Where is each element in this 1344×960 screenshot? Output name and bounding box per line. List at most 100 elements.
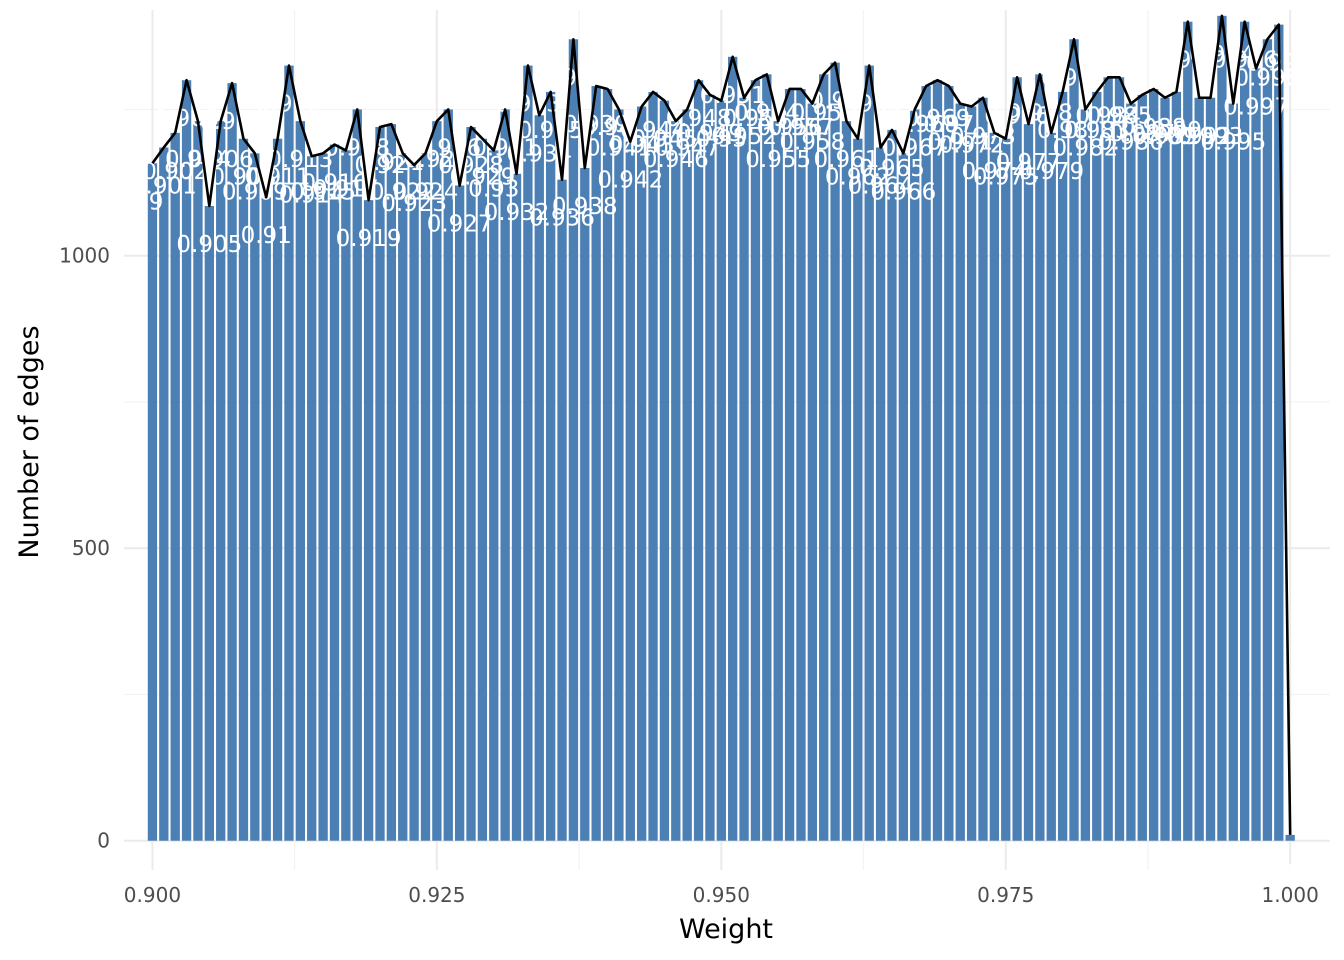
histogram-bar [1160,97,1170,841]
y-axis-ticks: 0 500 1000 [59,244,110,853]
x-tick-label: 1.000 [1262,883,1319,907]
bar-value-label: 0.988 [1121,115,1187,141]
histogram-bar [864,65,874,841]
histogram-bar [591,86,601,841]
histogram-bar [807,103,817,841]
bar-value-label: 0.983 [1064,118,1130,144]
bar-value-label: 0.958 [779,130,845,156]
histogram-bar [363,200,374,841]
bar-value-label: 0.95 [696,127,747,153]
bar-value-label: 0.952 [711,124,777,150]
bar-value-label: 0.985 [1087,103,1153,129]
histogram-bar [1183,21,1193,841]
bar-value-label: 0.907 [199,109,265,135]
bar-value-label: 0.955 [745,147,811,173]
histogram-bar [1012,77,1022,841]
bars-layer [147,15,1295,841]
bar-value-label: 0.947 [654,135,720,161]
histogram-bar [887,129,897,841]
histogram-bar [443,109,453,841]
histogram-bar [784,88,795,841]
bar-value-label: 0.945 [631,127,697,153]
histogram-bar [409,165,419,841]
histogram-bar [921,86,931,841]
histogram-bar [955,103,965,841]
bar-value-label: 0.928 [438,153,504,179]
bar-value-label: 0.972 [939,133,1005,159]
histogram-bar [170,132,180,841]
bar-value-label: 0.965 [859,156,925,182]
bar-value-label: 0.964 [848,173,914,199]
histogram-bar [739,97,749,841]
bar-value-label: 0.949 [677,121,743,147]
histogram-bar [238,138,249,841]
histogram-bar [932,80,943,841]
bar-value-label: 0.909 [222,179,288,205]
histogram-bar [398,153,408,841]
histogram-bar [466,127,476,841]
bar-value-label: 0.995 [1200,130,1266,156]
bar-value-label: 0.906 [188,147,254,173]
histogram-bar [375,127,385,841]
bar-value-label: 0.993 [1178,124,1244,150]
histogram-bar [545,91,556,841]
histogram-bar [250,153,260,841]
bar-value-label: 0.941 [586,135,652,161]
y-tick-label: 0 [97,829,110,853]
histogram-bar [989,132,1000,841]
histogram-bar [1069,39,1079,841]
bar-value-label: 0.956 [757,115,823,141]
bar-value-label: 0.97 [923,112,974,138]
bar-value-label: 0.968 [893,112,959,138]
bar-value-label: 0.903 [154,106,220,132]
histogram-bar [216,121,226,841]
y-tick-label: 500 [72,536,110,560]
x-tick-label: 0.900 [124,883,181,907]
histogram-bar [386,124,397,841]
bar-value-label: 0.987 [1109,121,1175,147]
bar-value-label: 0.938 [552,194,618,220]
bar-value-label: 0.901 [131,173,197,199]
histogram-bar [648,91,658,841]
histogram-bar [1137,94,1147,841]
bar-value-label: 0.986 [1098,130,1164,156]
bar-value-label: 0.98 [1037,118,1088,144]
histogram-bar [227,83,237,841]
histogram-bar [341,150,351,841]
bar-value-label: 0.913 [267,147,333,173]
bar-value-label: 0.971 [927,130,993,156]
histogram-bar [1092,91,1102,841]
histogram-bar [1285,834,1295,841]
histogram-bar [420,153,431,841]
histogram-bar [307,156,317,841]
bar-value-label: 0.996 [1212,48,1278,74]
bar-value-label: 0.961 [814,147,880,173]
bar-value-label: 0.96 [809,89,860,115]
histogram-bar [637,106,647,841]
histogram-bar [910,109,920,841]
bar-value-label: 0.911 [245,165,311,191]
histogram-bar [568,39,579,841]
bar-value-label: 0.904 [165,147,231,173]
histogram-bar [1251,68,1261,841]
histogram-bar [602,88,613,841]
bar-value-label: 0.974 [961,159,1027,185]
bar-value-label: 0.924 [393,179,459,205]
bar-value-label: 0.963 [836,92,902,118]
histogram-bar [705,94,715,841]
histogram-bar [1001,138,1011,841]
bar-value-label: .9 [141,189,163,215]
histogram-bar [500,109,510,841]
bar-value-label: 0.946 [643,147,709,173]
histogram-bar [580,167,590,841]
histogram-bar [147,163,158,841]
histogram-bar [352,109,362,841]
x-axis-ticks: 0.900 0.925 0.950 0.975 1.000 [124,883,1319,907]
bar-value-label: 0.975 [973,165,1039,191]
histogram-bar [659,100,670,841]
histogram-bar [477,138,488,841]
histogram-bar [1057,91,1068,841]
x-axis-title: Weight [679,914,773,945]
bar-value-label: 0.979 [1018,159,1084,185]
